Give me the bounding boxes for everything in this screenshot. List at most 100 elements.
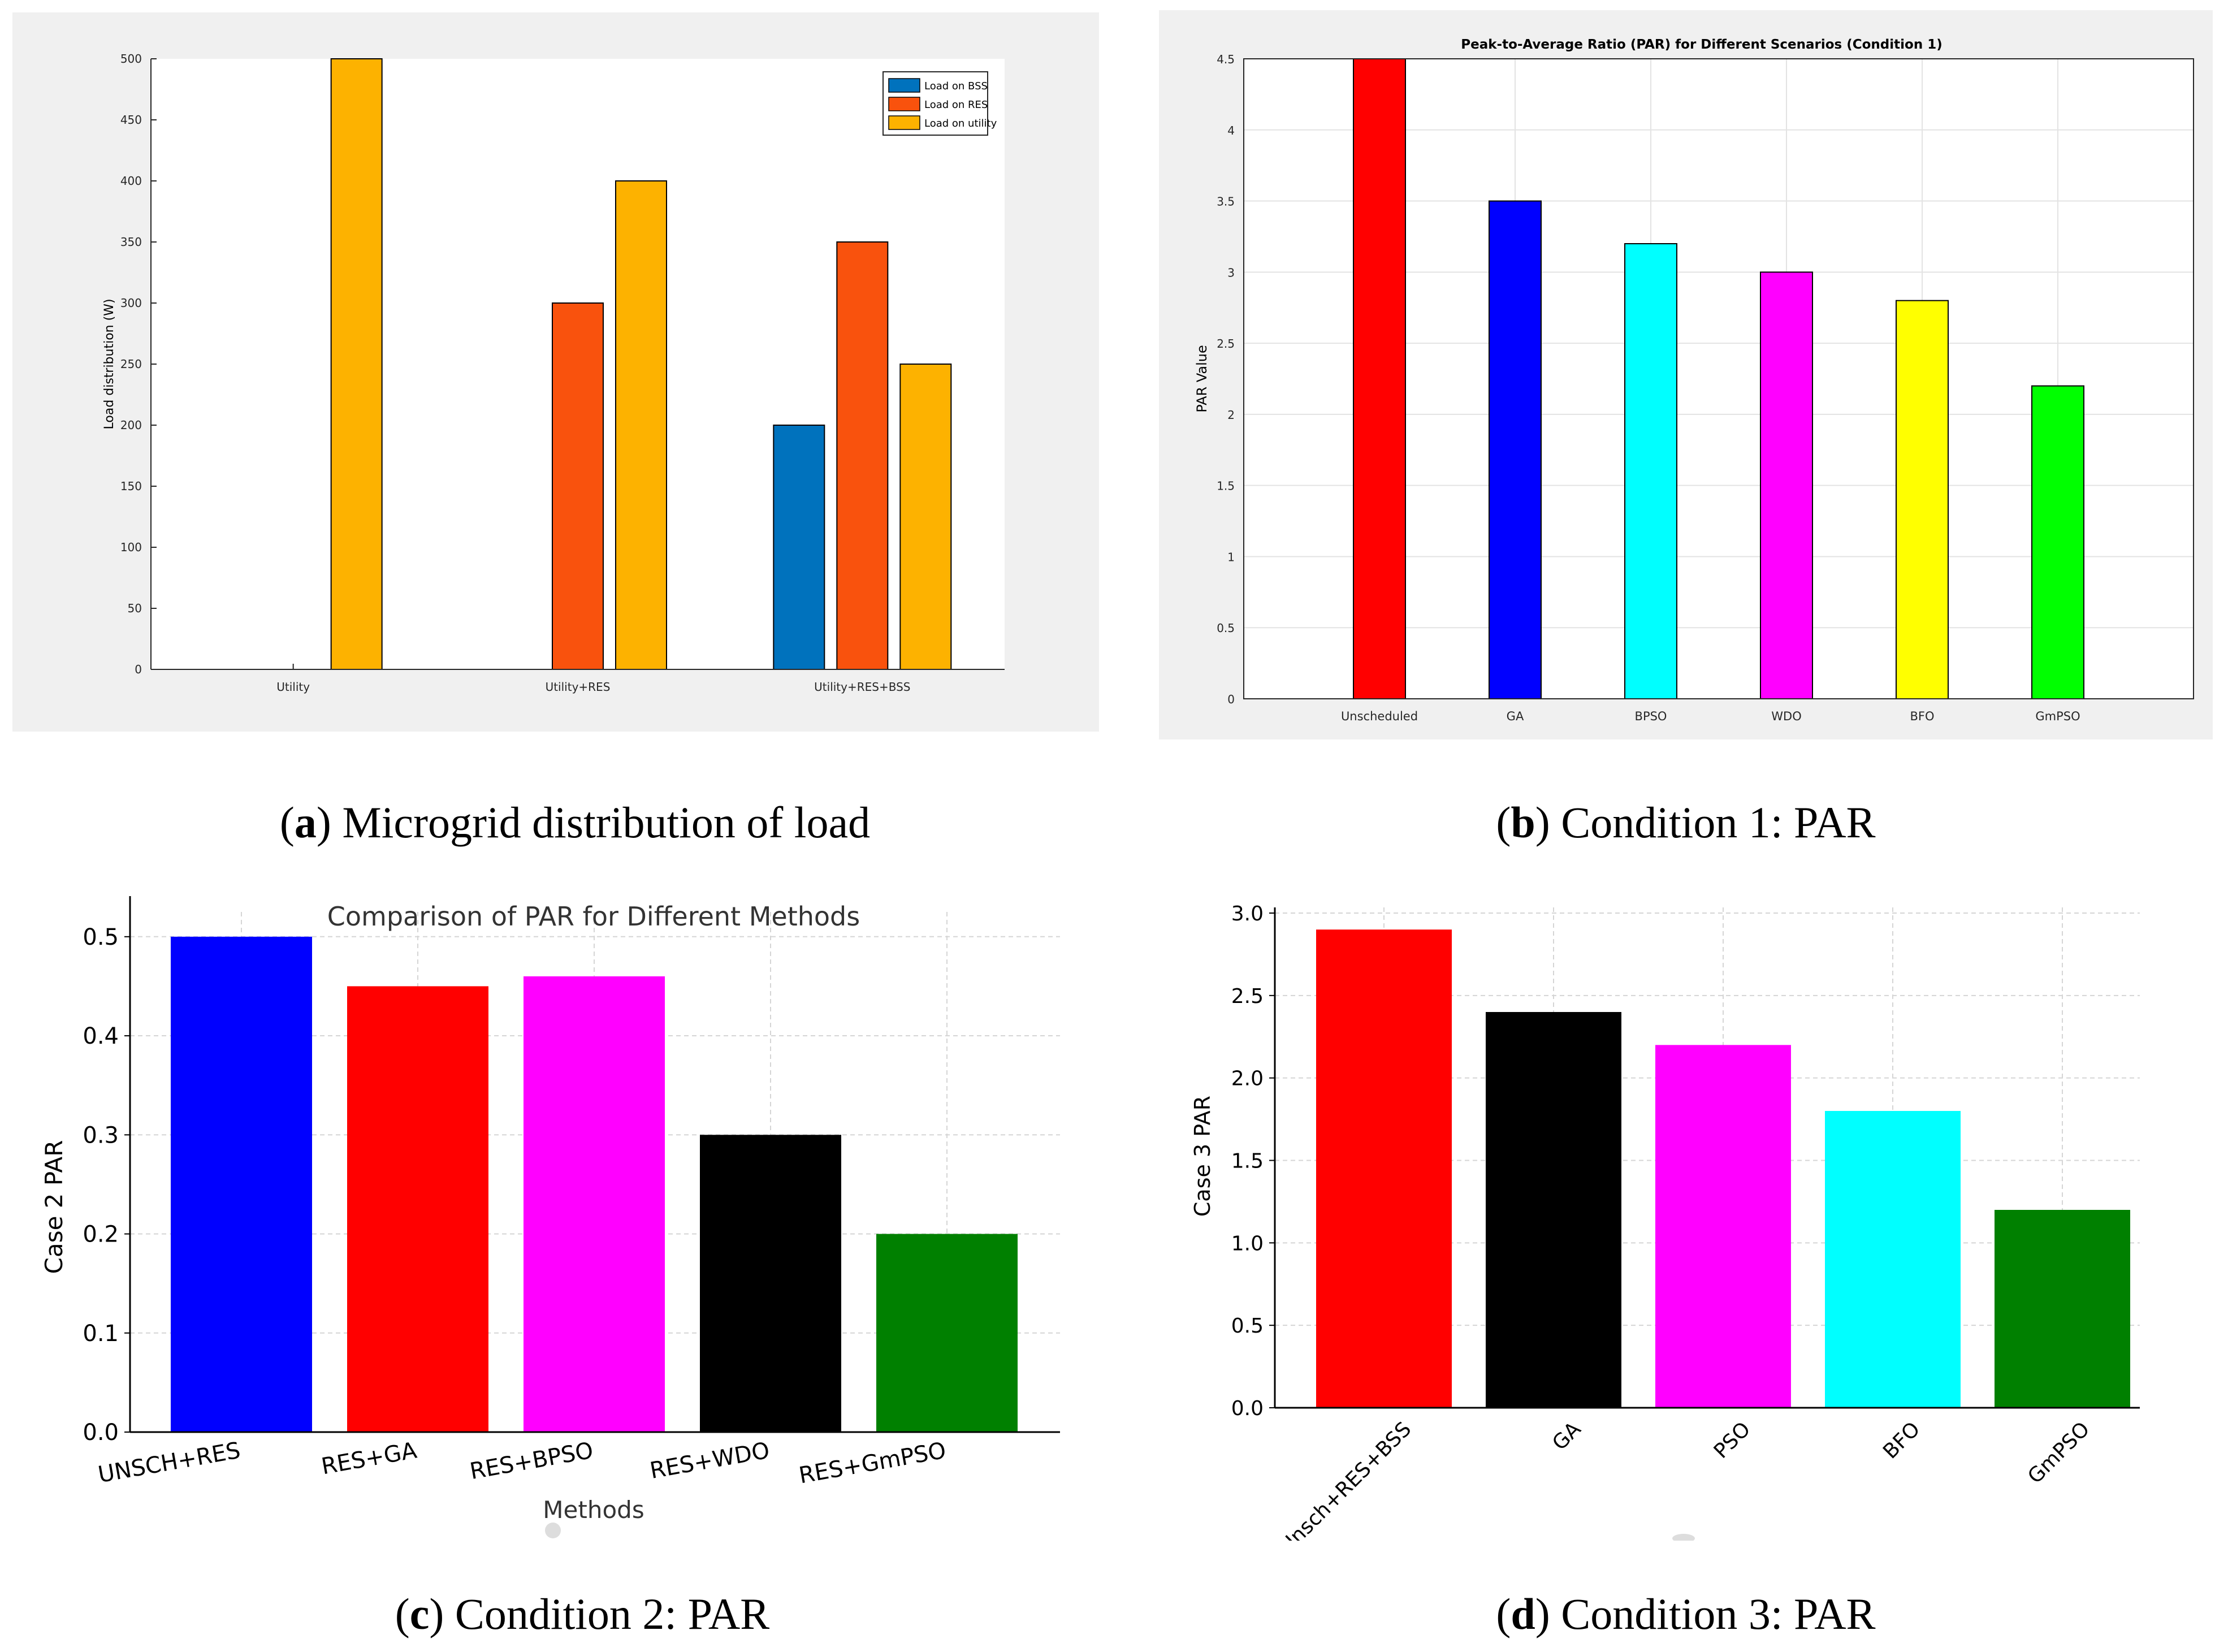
y-tick-label: 150 [120,479,142,493]
x-tick-label: BPSO [1635,710,1667,723]
x-tick-label: BFO [1879,1417,1924,1463]
y-tick-label: 450 [120,113,142,127]
bar [171,936,312,1432]
legend: Load on BSS Load on RES Load on utility [882,71,997,136]
bar [347,986,488,1432]
y-tick-label: 0.1 [83,1321,119,1347]
bar [524,976,665,1432]
bar [615,180,667,670]
x-tick-label: WDO [1771,710,1801,723]
bar [330,58,383,670]
legend-label: Load on utility [924,118,997,129]
legend-label: Load on RES [924,99,988,111]
scroll-handle [545,1523,561,1538]
x-tick-label: RES+WDO [648,1438,772,1484]
x-tick-label: GA [1507,710,1524,723]
y-tick-label: 100 [120,540,142,554]
y-tick-label: 0 [135,663,142,676]
y-axis-label: Load distribution (W) [102,299,116,429]
y-tick-label: 0.5 [1231,1314,1264,1338]
y-tick-label: 3.5 [1217,195,1235,209]
y-tick-label: 0.5 [1217,621,1235,635]
bar [552,302,604,670]
y-tick-label: 2.5 [1217,337,1235,351]
x-tick-label: Unscheduled [1341,710,1418,723]
y-tick-label: 250 [120,357,142,371]
y-tick-label: 2 [1227,408,1235,422]
x-tick-label: Unsch+RES+BSS [1275,1417,1416,1541]
x-tick-label: GmPSO [2023,1417,2094,1488]
panel-b: 0 0.5 1 1.5 2 2.5 3 3.5 4 4.5 Peak-to-Average Rat… [1159,10,2213,739]
y-tick-label: 400 [120,174,142,188]
y-tick-label: 0.4 [83,1023,119,1049]
x-tick-label: PSO [1710,1417,1755,1463]
panel-d: 0.0 0.5 1.0 1.5 2.0 2.5 3.0 Case 3 PAR Unsch+R… [1170,890,2188,1541]
caption-c: (c) Condition 2: PAR [395,1589,770,1638]
bar [899,364,952,670]
x-tick-label: GmPSO [2035,710,2080,723]
x-tick-label: RES+GmPSO [797,1438,948,1489]
bar [1896,300,1949,699]
caption-b: (b) Condition 1: PAR [1496,798,1876,847]
y-tick-label: 4 [1227,124,1235,137]
y-tick-label: 0.0 [1231,1397,1264,1420]
bar [1353,58,1406,699]
panel-c: 0.0 0.1 0.2 0.3 0.4 0.5 Comparison of PAR for… [17,890,1091,1541]
y-tick-label: 1.0 [1231,1232,1264,1255]
y-tick-label: 500 [120,52,142,66]
bar [876,1234,1018,1432]
bar [1655,1045,1791,1408]
caption-d: (d) Condition 3: PAR [1496,1589,1876,1638]
bar [1316,929,1452,1408]
x-tick-label: Utility [276,680,310,694]
y-tick-label: 300 [120,296,142,310]
legend-swatch [888,115,920,130]
chart-title: Comparison of PAR for Different Methods [327,901,860,932]
y-tick-label: 200 [120,418,142,432]
bar [2031,385,2084,699]
legend-label: Load on BSS [924,80,988,92]
y-tick-label: 1.5 [1231,1150,1264,1173]
y-axis-label: Case 3 PAR [1190,1096,1215,1217]
legend-swatch [888,97,920,111]
bar [773,425,825,670]
chart-title: Peak-to-Average Ratio (PAR) for Differen… [1461,37,1942,52]
y-tick-label: 1 [1227,550,1235,564]
y-tick-label: 2.5 [1231,985,1264,1008]
y-tick-label: 0.2 [83,1222,119,1248]
bar [1486,1012,1621,1408]
bar [1624,243,1677,699]
y-tick-label: 0.0 [83,1420,119,1446]
y-axis-label: Case 2 PAR [40,1140,68,1274]
x-axis-label: Methods [543,1496,644,1524]
y-tick-label: 50 [128,602,142,615]
x-tick-label: RES+GA [319,1437,419,1480]
y-tick-label: 3 [1227,266,1235,279]
bar [1995,1210,2130,1408]
y-tick-label: 3.0 [1231,902,1264,926]
bar [1760,271,1813,700]
bar [836,241,889,670]
y-tick-label: 0 [1227,693,1235,706]
y-tick-label: 2.0 [1231,1067,1264,1091]
chart-b: 0 0.5 1 1.5 2 2.5 3 3.5 4 4.5 Peak-to-Average Rat… [1159,10,2213,739]
x-tick-label: Utility+RES+BSS [814,680,910,694]
legend-swatch [888,78,920,93]
panel-a: 0 50 100 150 200 250 300 350 400 450 500 Load dist… [12,12,1099,732]
x-tick-label: BFO [1910,710,1934,723]
y-tick-label: 350 [120,235,142,249]
chart-a: 0 50 100 150 200 250 300 350 400 450 500 Load dist… [12,12,1099,732]
x-tick-label: GA [1548,1417,1585,1455]
y-tick-label: 0.5 [83,924,119,950]
bar [1825,1111,1961,1408]
y-tick-label: 0.3 [83,1122,119,1148]
y-tick-label: 4.5 [1217,53,1235,66]
chart-d: 0.0 0.5 1.0 1.5 2.0 2.5 3.0 Case 3 PAR Unsch+R… [1190,902,2140,1541]
bar [700,1135,841,1432]
x-tick-label: RES+BPSO [468,1438,595,1485]
bar [1489,200,1542,699]
x-tick-label: Utility+RES [546,680,611,694]
caption-a: (a) Microgrid distribution of load [279,798,871,847]
y-tick-label: 1.5 [1217,479,1235,493]
y-axis-label: PAR Value [1194,345,1210,413]
